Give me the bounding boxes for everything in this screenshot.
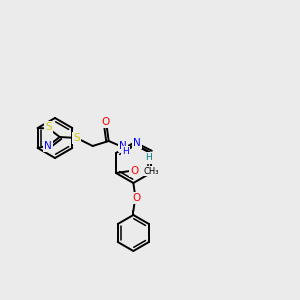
Text: S: S: [74, 133, 80, 143]
Text: S: S: [45, 122, 52, 133]
Text: O: O: [130, 166, 138, 176]
Text: O: O: [132, 193, 140, 203]
Text: N: N: [44, 141, 52, 151]
Text: CH₃: CH₃: [143, 167, 158, 176]
Text: O: O: [102, 117, 110, 127]
Text: N: N: [133, 138, 141, 148]
Text: N: N: [119, 141, 127, 151]
Text: H: H: [145, 154, 152, 163]
Text: H: H: [122, 148, 129, 157]
